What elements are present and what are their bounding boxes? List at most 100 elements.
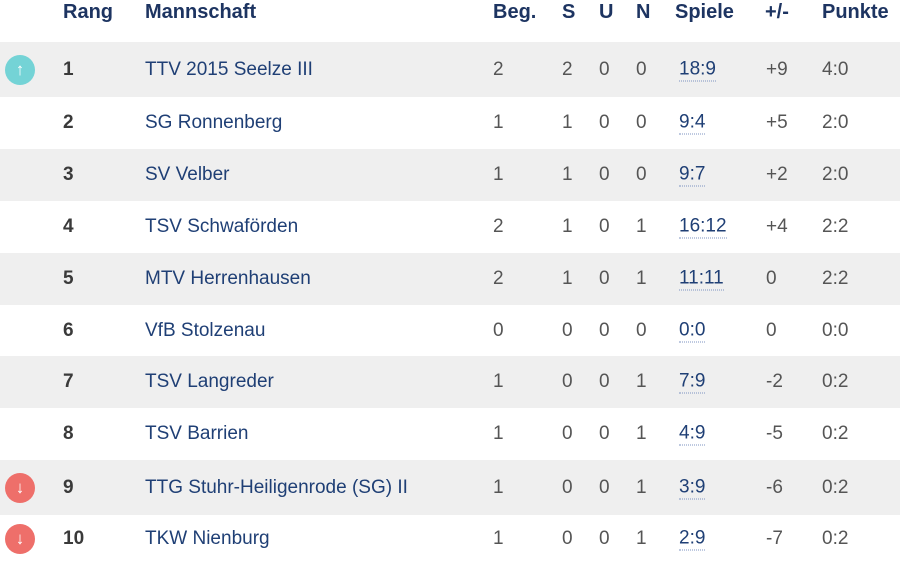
- rang-cell: 8: [63, 423, 74, 444]
- played-cell: 1: [493, 423, 504, 444]
- games-link[interactable]: 9:4: [679, 111, 706, 135]
- draws-cell: 0: [599, 268, 610, 289]
- games-link[interactable]: 0:0: [679, 319, 706, 342]
- losses-cell: 1: [636, 216, 647, 237]
- losses-cell: 0: [636, 164, 647, 185]
- table-row[interactable]: 2 SG Ronnenberg 1 1 0 0 9:4 +5 2:0: [0, 97, 900, 149]
- table-row[interactable]: ↓ 10 TKW Nienburg 1 0 0 1 2:9 -7 0:2: [0, 515, 900, 563]
- header-rang: Rang: [63, 1, 113, 23]
- rang-cell: 6: [63, 319, 74, 341]
- arrow-up-icon: ↑: [5, 54, 35, 85]
- diff-cell: -2: [766, 371, 783, 392]
- diff-cell: +4: [766, 216, 788, 237]
- wins-cell: 0: [562, 371, 573, 392]
- team-name[interactable]: TSV Barrien: [145, 423, 249, 444]
- table-row[interactable]: 4 TSV Schwaförden 2 1 0 1 16:12 +4 2:2: [0, 201, 900, 253]
- points-cell: 0:2: [822, 528, 849, 549]
- games-link[interactable]: 18:9: [679, 58, 716, 81]
- table-row[interactable]: 5 MTV Herrenhausen 2 1 0 1 11:11 0 2:2: [0, 253, 900, 305]
- wins-cell: 0: [562, 319, 573, 341]
- draws-cell: 0: [599, 164, 610, 185]
- wins-cell: 1: [562, 268, 573, 289]
- games-link[interactable]: 11:11: [679, 267, 724, 291]
- header-beg: Beg.: [493, 1, 537, 23]
- draws-cell: 0: [599, 58, 610, 80]
- team-name[interactable]: TSV Schwaförden: [145, 216, 299, 237]
- header-team: Mannschaft: [145, 1, 257, 23]
- losses-cell: 1: [636, 268, 647, 289]
- header-n: N: [636, 1, 651, 23]
- points-cell: 2:2: [822, 268, 849, 289]
- rang-cell: 9: [63, 476, 74, 498]
- rang-cell: 3: [63, 164, 74, 185]
- header-u: U: [599, 1, 614, 23]
- losses-cell: 1: [636, 423, 647, 444]
- draws-cell: 0: [599, 216, 610, 237]
- losses-cell: 1: [636, 528, 647, 549]
- diff-cell: 0: [766, 319, 777, 341]
- table-header: Rang Mannschaft Beg. S U N Spiele +/- Pu…: [0, 0, 900, 42]
- table-row[interactable]: 7 TSV Langreder 1 0 0 1 7:9 -2 0:2: [0, 356, 900, 408]
- points-cell: 4:0: [822, 58, 849, 80]
- points-cell: 0:2: [822, 476, 849, 498]
- played-cell: 2: [493, 268, 504, 289]
- team-name[interactable]: SV Velber: [145, 164, 230, 185]
- team-name[interactable]: SG Ronnenberg: [145, 112, 283, 133]
- games-link[interactable]: 3:9: [679, 476, 706, 499]
- draws-cell: 0: [599, 112, 610, 133]
- played-cell: 2: [493, 216, 504, 237]
- rang-cell: 5: [63, 268, 74, 289]
- table-row[interactable]: ↓ 9 TTG Stuhr-Heiligenrode (SG) II 1 0 0 1 3:9 -…: [0, 460, 900, 515]
- played-cell: 1: [493, 476, 504, 498]
- points-cell: 0:0: [822, 319, 849, 341]
- points-cell: 0:2: [822, 371, 849, 392]
- wins-cell: 1: [562, 112, 573, 133]
- team-name[interactable]: TTG Stuhr-Heiligenrode (SG) II: [145, 476, 408, 498]
- losses-cell: 0: [636, 319, 647, 341]
- table-row[interactable]: ↑ 1 TTV 2015 Seelze III 2 2 0 0 18:9 +9 4:0: [0, 42, 900, 97]
- team-name[interactable]: TSV Langreder: [145, 371, 274, 392]
- games-link[interactable]: 4:9: [679, 422, 706, 446]
- rang-cell: 2: [63, 112, 74, 133]
- played-cell: 1: [493, 112, 504, 133]
- header-punkte: Punkte: [822, 1, 889, 23]
- rang-cell: 7: [63, 371, 74, 392]
- played-cell: 0: [493, 319, 504, 341]
- rang-cell: 4: [63, 216, 74, 237]
- table-row[interactable]: 6 VfB Stolzenau 0 0 0 0 0:0 0 0:0: [0, 305, 900, 356]
- losses-cell: 0: [636, 58, 647, 80]
- wins-cell: 0: [562, 423, 573, 444]
- points-cell: 2:2: [822, 216, 849, 237]
- table-row[interactable]: 8 TSV Barrien 1 0 0 1 4:9 -5 0:2: [0, 408, 900, 460]
- diff-cell: +5: [766, 112, 788, 133]
- diff-cell: -6: [766, 476, 783, 498]
- team-name[interactable]: MTV Herrenhausen: [145, 268, 311, 289]
- games-link[interactable]: 2:9: [679, 527, 706, 551]
- games-link[interactable]: 9:7: [679, 163, 706, 187]
- diff-cell: +9: [766, 58, 788, 80]
- diff-cell: 0: [766, 268, 777, 289]
- arrow-down-icon: ↓: [5, 524, 35, 554]
- points-cell: 2:0: [822, 112, 849, 133]
- losses-cell: 0: [636, 112, 647, 133]
- played-cell: 1: [493, 164, 504, 185]
- draws-cell: 0: [599, 528, 610, 549]
- games-link[interactable]: 16:12: [679, 215, 727, 239]
- played-cell: 1: [493, 528, 504, 549]
- losses-cell: 1: [636, 476, 647, 498]
- diff-cell: +2: [766, 164, 788, 185]
- wins-cell: 0: [562, 528, 573, 549]
- table-row[interactable]: 3 SV Velber 1 1 0 0 9:7 +2 2:0: [0, 149, 900, 201]
- draws-cell: 0: [599, 371, 610, 392]
- wins-cell: 1: [562, 216, 573, 237]
- header-spiele: Spiele: [675, 1, 734, 23]
- rang-cell: 1: [63, 58, 74, 80]
- team-name[interactable]: VfB Stolzenau: [145, 319, 266, 341]
- team-name[interactable]: TTV 2015 Seelze III: [145, 58, 313, 80]
- rang-cell: 10: [63, 528, 85, 549]
- draws-cell: 0: [599, 476, 610, 498]
- losses-cell: 1: [636, 371, 647, 392]
- team-name[interactable]: TKW Nienburg: [145, 528, 270, 549]
- wins-cell: 0: [562, 476, 573, 498]
- games-link[interactable]: 7:9: [679, 370, 706, 394]
